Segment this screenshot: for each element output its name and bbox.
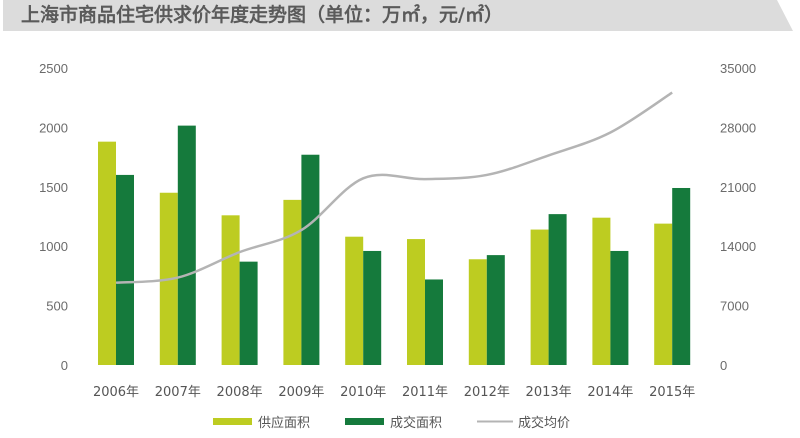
deal-bar — [672, 187, 691, 365]
left-axis-tick: 1000 — [39, 239, 68, 254]
supply-bar — [407, 239, 425, 365]
supply-bar — [654, 223, 673, 365]
deal-bar — [239, 261, 258, 365]
x-axis-tick: 2015年 — [649, 385, 695, 400]
left-y-axis: 0 500 1000 1500 2000 2500 — [39, 61, 68, 373]
supply-bar — [98, 141, 116, 365]
x-axis-tick: 2011年 — [402, 385, 448, 400]
deal-bar — [177, 125, 196, 365]
right-axis-tick: 28000 — [720, 120, 756, 135]
x-axis-tick: 2008年 — [217, 385, 263, 400]
price-line-series — [115, 91, 673, 284]
left-axis-tick: 2000 — [39, 120, 68, 135]
right-y-axis: 0 7000 14000 21000 28000 35000 — [720, 61, 756, 373]
deal-bar — [425, 279, 443, 365]
legend-label: 成交均价 — [518, 415, 570, 431]
supply-bar — [283, 199, 302, 365]
x-axis-tick: 2012年 — [464, 385, 510, 400]
chart-title: 上海市商品住宅供求价年度走势图（单位：万㎡，元/㎡） — [21, 4, 503, 26]
title-background — [3, 0, 793, 31]
chart-legend: 供应面积 成交面积 成交均价 — [213, 415, 570, 431]
supply-bar — [468, 259, 487, 365]
x-axis-labels: 2006年 2007年 2008年 2009年 2010年 2011年 2012年 2013年… — [93, 385, 695, 400]
deal-bar — [486, 255, 505, 365]
x-axis-tick: 2010年 — [340, 385, 386, 400]
deal-bar — [116, 174, 134, 365]
legend-swatch — [213, 418, 252, 425]
right-axis-tick: 14000 — [720, 239, 756, 254]
legend-swatch — [345, 418, 384, 425]
deal-bar — [301, 154, 320, 365]
left-axis-tick: 2500 — [39, 61, 68, 76]
x-axis-tick: 2014年 — [587, 385, 633, 400]
chart-title-bar: 上海市商品住宅供求价年度走势图（单位：万㎡，元/㎡） — [3, 0, 793, 31]
left-axis-tick: 0 — [61, 358, 68, 373]
right-axis-tick: 7000 — [720, 299, 749, 314]
x-axis-tick: 2006年 — [93, 385, 139, 400]
supply-bar — [530, 229, 549, 365]
right-axis-tick: 35000 — [720, 61, 756, 76]
left-axis-tick: 500 — [46, 299, 68, 314]
legend-label: 供应面积 — [258, 415, 310, 431]
supply-bar — [345, 236, 364, 365]
x-axis-tick: 2007年 — [155, 385, 201, 400]
right-axis-tick: 21000 — [720, 180, 756, 195]
x-axis-tick: 2013年 — [526, 385, 572, 400]
left-axis-tick: 1500 — [39, 180, 68, 195]
supply-bar — [221, 215, 240, 365]
right-axis-tick: 0 — [720, 358, 727, 373]
deal-bar — [363, 250, 382, 365]
supply-bar — [592, 217, 611, 365]
deal-bar — [548, 214, 567, 365]
x-axis-tick: 2009年 — [278, 385, 324, 400]
legend-label: 成交面积 — [390, 415, 442, 431]
bar-series — [98, 125, 691, 365]
deal-bar — [610, 250, 629, 365]
